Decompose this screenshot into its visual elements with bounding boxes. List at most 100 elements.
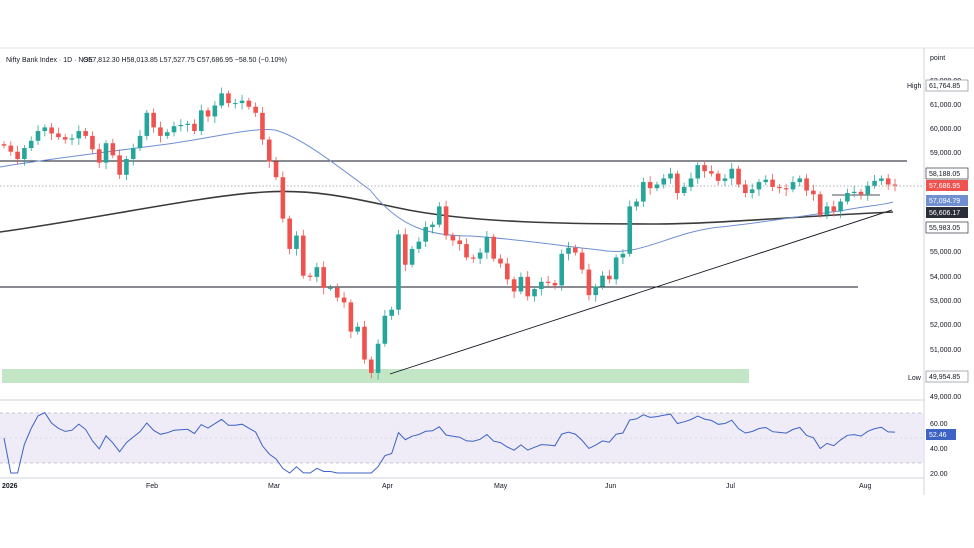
candle-body bbox=[675, 173, 680, 194]
candle-body bbox=[151, 112, 156, 128]
candlestick-series bbox=[1, 87, 898, 380]
low-value-box bbox=[925, 370, 969, 383]
candle-body bbox=[42, 127, 48, 132]
candle-body bbox=[539, 281, 544, 290]
candle-body bbox=[90, 135, 95, 150]
candle-body bbox=[715, 173, 721, 181]
price-tick: 53,000.00 bbox=[930, 298, 961, 305]
price-tick: 61,000.00 bbox=[930, 102, 961, 109]
month-label: Apr bbox=[382, 483, 394, 490]
candle-body bbox=[137, 135, 143, 149]
time-axis: 2026 Feb Mar Apr May Jun Jul Aug bbox=[2, 483, 872, 490]
price-tick: 52,000.00 bbox=[930, 322, 961, 329]
candle-body bbox=[300, 235, 306, 276]
candle-body bbox=[545, 281, 551, 283]
symbol-title: Nifty Bank Index · 1D · NSE bbox=[6, 57, 93, 64]
candle-body bbox=[804, 178, 809, 191]
support-value: 55,983.05 bbox=[929, 225, 960, 232]
candle-body bbox=[620, 253, 626, 258]
candle-body bbox=[879, 178, 884, 181]
candle-body bbox=[491, 236, 497, 259]
candle-body bbox=[477, 252, 483, 259]
candle-body bbox=[797, 178, 803, 183]
candle-body bbox=[192, 123, 197, 132]
candle-body bbox=[695, 165, 701, 179]
month-label: Aug bbox=[859, 483, 872, 490]
candle-body bbox=[8, 145, 14, 152]
price-tick: 51,000.00 bbox=[930, 347, 961, 354]
candle-body bbox=[198, 110, 204, 132]
candle-body bbox=[164, 132, 170, 136]
resistance-badge bbox=[925, 167, 969, 180]
candle-body bbox=[341, 297, 347, 303]
rsi-tick: 40.00 bbox=[930, 446, 948, 453]
rsi-value: 52.46 bbox=[929, 432, 947, 439]
low-zone bbox=[2, 369, 749, 383]
candle-body bbox=[777, 186, 782, 189]
candle-body bbox=[450, 235, 456, 241]
candle-body bbox=[518, 276, 524, 292]
candle-body bbox=[266, 139, 272, 162]
candle-body bbox=[368, 359, 374, 373]
candle-body bbox=[76, 131, 82, 139]
high-value: 61,764.85 bbox=[929, 83, 960, 90]
candle-body bbox=[124, 159, 129, 175]
candle-body bbox=[838, 201, 843, 212]
candle-body bbox=[362, 326, 367, 360]
candle-body bbox=[158, 127, 163, 136]
candle-body bbox=[464, 244, 469, 258]
month-label: May bbox=[494, 483, 508, 490]
candle-body bbox=[280, 177, 286, 219]
candle-body bbox=[205, 110, 211, 117]
candle-body bbox=[722, 178, 728, 181]
month-label-year: 2026 bbox=[2, 483, 18, 490]
candle-body bbox=[525, 276, 531, 297]
sma200-line bbox=[0, 190, 894, 233]
candle-body bbox=[641, 182, 646, 202]
last-price-value: 57,686.95 bbox=[929, 183, 960, 190]
candle-body bbox=[314, 267, 320, 277]
candle-body bbox=[96, 149, 102, 163]
candle-body bbox=[579, 252, 585, 270]
candle-body bbox=[471, 257, 476, 259]
rsi-tick: 60.00 bbox=[930, 421, 948, 428]
price-tick: 59,000.00 bbox=[930, 150, 961, 157]
candle-body bbox=[511, 279, 517, 292]
candle-body bbox=[566, 247, 571, 254]
resistance-value: 58,188.05 bbox=[929, 171, 960, 178]
candle-body bbox=[416, 241, 422, 249]
candle-body bbox=[185, 123, 190, 125]
sma50-badge bbox=[926, 195, 968, 206]
rsi-axis: 60.00 40.00 20.00 bbox=[930, 421, 948, 478]
ohlc-readout: O57,812.30 H58,013.85 L57,527.75 C57,686… bbox=[83, 57, 287, 64]
candle-body bbox=[232, 103, 238, 105]
candle-body bbox=[743, 184, 748, 194]
candle-body bbox=[647, 182, 653, 189]
candle-body bbox=[654, 184, 660, 189]
candle-body bbox=[287, 218, 292, 249]
candle-body bbox=[498, 258, 503, 264]
candle-body bbox=[831, 206, 837, 212]
candle-body bbox=[600, 275, 605, 287]
candle-body bbox=[824, 206, 830, 215]
candle-body bbox=[865, 185, 871, 195]
candle-body bbox=[627, 206, 633, 254]
candle-body bbox=[22, 148, 27, 159]
high-badge: High 61,764.85 bbox=[907, 79, 969, 92]
candle-body bbox=[559, 253, 565, 286]
rsi-line bbox=[3, 412, 896, 474]
candle-body bbox=[607, 275, 612, 280]
candle-body bbox=[355, 326, 360, 332]
candle-body bbox=[239, 100, 245, 104]
candle-body bbox=[845, 193, 850, 202]
support-badge bbox=[925, 221, 969, 234]
candle-body bbox=[409, 248, 415, 265]
sma200-value: 56,606.17 bbox=[929, 210, 960, 217]
low-value: 49,954.85 bbox=[929, 374, 960, 381]
sma50-line bbox=[0, 129, 894, 252]
candle-body bbox=[219, 93, 224, 106]
high-value-box bbox=[925, 79, 969, 92]
candle-body bbox=[763, 179, 769, 183]
candle-body bbox=[885, 178, 891, 185]
